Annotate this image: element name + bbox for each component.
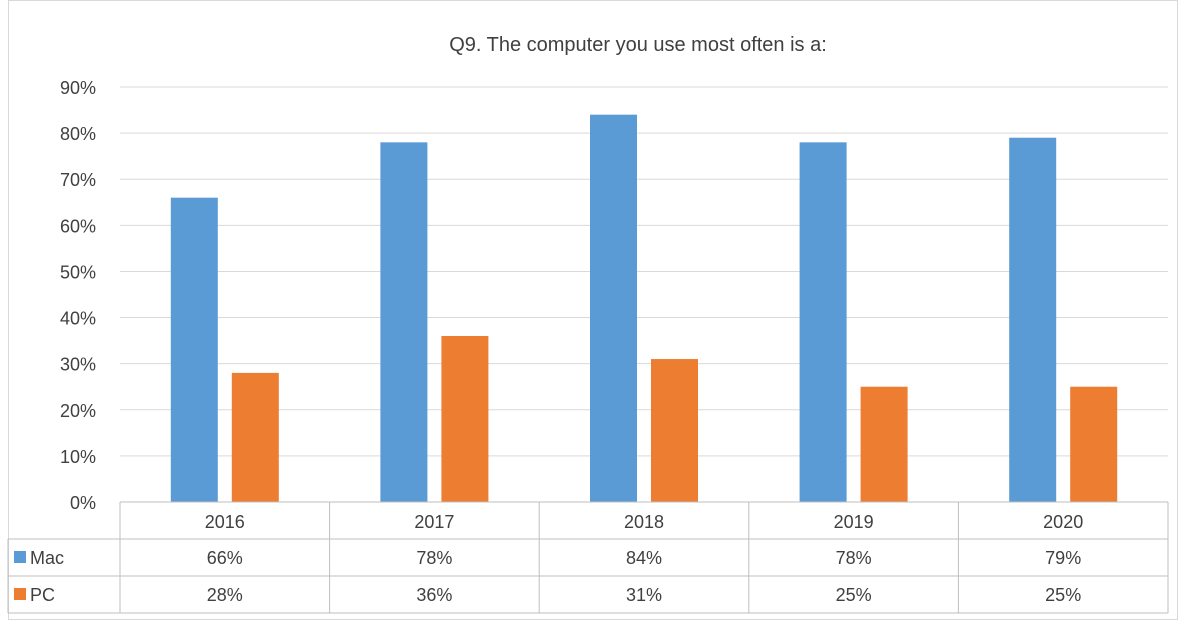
legend-swatch-pc bbox=[14, 588, 26, 600]
data-label-pc: 28% bbox=[207, 585, 243, 605]
data-label-mac: 84% bbox=[626, 548, 662, 568]
y-axis-ticks: 0% 10% 20% 30% 40% 50% 60% 70% 80% 90% bbox=[60, 78, 96, 513]
y-tick-label: 20% bbox=[60, 401, 96, 421]
data-label-pc: 31% bbox=[626, 585, 662, 605]
data-label-pc: 36% bbox=[416, 585, 452, 605]
bar-mac-2016 bbox=[170, 197, 218, 502]
bar-mac-2020 bbox=[1009, 137, 1057, 502]
bar-mac-2017 bbox=[380, 142, 428, 503]
data-table: 2016 2017 2018 2019 2020 Mac 66% 78% 84% 78% 79% PC… bbox=[7, 501, 1169, 614]
data-label-mac: 78% bbox=[836, 548, 872, 568]
y-tick-label: 80% bbox=[60, 124, 96, 144]
category-label: 2019 bbox=[834, 512, 874, 532]
y-tick-label: 0% bbox=[70, 493, 96, 513]
y-tick-label: 10% bbox=[60, 447, 96, 467]
data-label-pc: 25% bbox=[1045, 585, 1081, 605]
y-tick-label: 30% bbox=[60, 355, 96, 375]
bar-pc-2017 bbox=[441, 336, 489, 502]
legend-label-mac: Mac bbox=[30, 548, 64, 568]
bar-mac-2019 bbox=[799, 142, 847, 503]
y-tick-label: 70% bbox=[60, 170, 96, 190]
gridlines bbox=[120, 86, 1168, 457]
category-label: 2020 bbox=[1043, 512, 1083, 532]
category-label: 2016 bbox=[205, 512, 245, 532]
data-label-pc: 25% bbox=[836, 585, 872, 605]
bars bbox=[170, 114, 1118, 503]
bar-mac-2018 bbox=[590, 114, 637, 503]
y-tick-label: 40% bbox=[60, 309, 96, 329]
chart-title: Q9. The computer you use most often is a… bbox=[449, 34, 827, 56]
legend-label-pc: PC bbox=[30, 585, 55, 605]
category-label: 2018 bbox=[624, 512, 664, 532]
bar-pc-2016 bbox=[231, 372, 279, 502]
category-label: 2017 bbox=[414, 512, 454, 532]
bar-pc-2020 bbox=[1070, 386, 1118, 502]
bar-pc-2018 bbox=[651, 359, 698, 502]
bar-pc-2019 bbox=[860, 386, 908, 502]
data-label-mac: 78% bbox=[416, 548, 452, 568]
y-tick-label: 50% bbox=[60, 262, 96, 282]
legend-swatch-mac bbox=[14, 551, 26, 563]
y-tick-label: 90% bbox=[60, 78, 96, 98]
data-label-mac: 79% bbox=[1045, 548, 1081, 568]
y-tick-label: 60% bbox=[60, 216, 96, 236]
data-label-mac: 66% bbox=[207, 548, 243, 568]
